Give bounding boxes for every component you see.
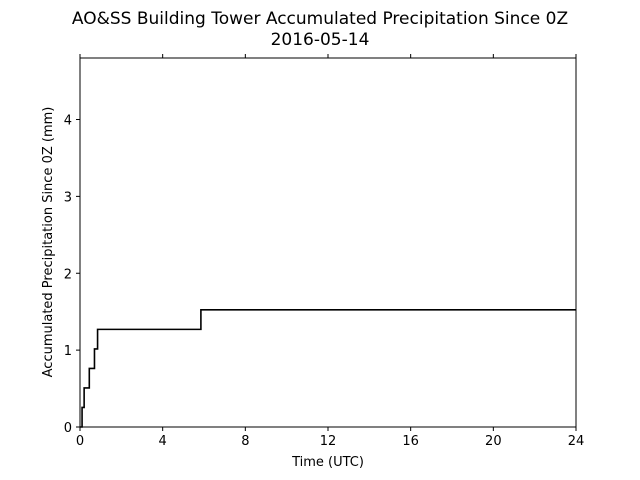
chart-title: AO&SS Building Tower Accumulated Precipi…	[72, 9, 568, 29]
x-tick-label: 20	[485, 434, 502, 449]
x-tick-label: 24	[568, 434, 585, 449]
precipitation-line	[80, 309, 576, 428]
y-tick-label: 4	[64, 114, 72, 129]
y-tick-label: 2	[64, 267, 72, 282]
series-layer	[80, 309, 576, 428]
x-axis-label: Time (UTC)	[291, 455, 364, 470]
x-tick-label: 4	[159, 434, 167, 449]
x-tick-label: 16	[402, 434, 419, 449]
x-tick-label: 12	[320, 434, 337, 449]
x-tick-label: 8	[241, 434, 249, 449]
x-tick-label: 0	[76, 434, 84, 449]
y-tick-label: 0	[64, 421, 72, 436]
y-tick-label: 1	[64, 344, 72, 359]
y-tick-label: 3	[64, 190, 72, 205]
plot-frame	[79, 57, 577, 428]
chart-subtitle: 2016-05-14	[271, 30, 370, 50]
y-axis-label: Accumulated Precipitation Since 0Z (mm)	[41, 107, 56, 378]
